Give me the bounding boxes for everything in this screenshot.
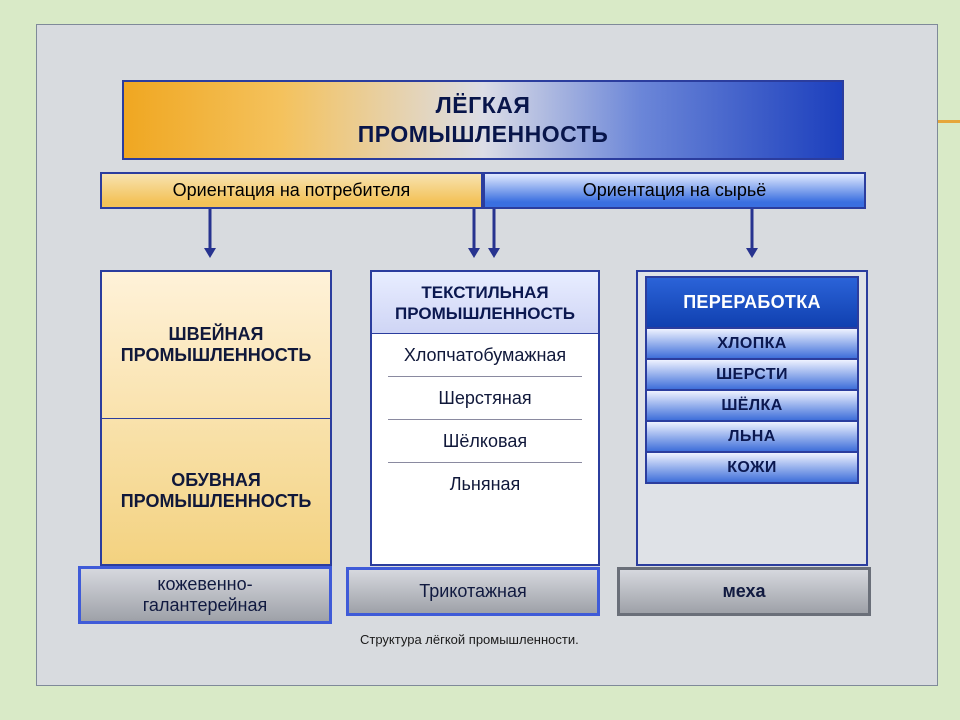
title-text: ЛЁГКАЯ ПРОМЫШЛЕННОСТЬ	[358, 91, 608, 149]
column-right-header: ПЕРЕРАБОТКА	[647, 278, 857, 327]
column-left-item-label: ОБУВНАЯ ПРОМЫШЛЕННОСТЬ	[110, 470, 322, 512]
title-box: ЛЁГКАЯ ПРОМЫШЛЕННОСТЬ	[122, 80, 844, 160]
orientation-consumer-label: Ориентация на потребителя	[173, 180, 411, 201]
footer-left-l2: галантерейная	[143, 595, 267, 615]
column-right-row: ШЕРСТИ	[647, 358, 857, 389]
orientation-raw-label: Ориентация на сырьё	[583, 180, 766, 201]
footer-box-right: меха	[617, 567, 871, 616]
column-middle: ТЕКСТИЛЬНАЯ ПРОМЫШЛЕННОСТЬ Хлопчатобумаж…	[370, 270, 600, 566]
column-middle-header-l2: ПРОМЫШЛЕННОСТЬ	[395, 304, 575, 323]
column-middle-row: Хлопчатобумажная	[388, 334, 582, 377]
column-middle-header-l1: ТЕКСТИЛЬНАЯ	[421, 283, 548, 302]
column-right-row: ХЛОПКА	[647, 327, 857, 358]
footer-left-l1: кожевенно-	[157, 574, 252, 594]
orientation-raw-box: Ориентация на сырьё	[483, 172, 866, 209]
footer-middle-label: Трикотажная	[419, 581, 527, 602]
footer-box-middle: Трикотажная	[346, 567, 600, 616]
footer-right-label: меха	[722, 581, 765, 602]
column-left: ШВЕЙНАЯ ПРОМЫШЛЕННОСТЬ ОБУВНАЯ ПРОМЫШЛЕН…	[100, 270, 332, 566]
footer-box-left: кожевенно- галантерейная	[78, 566, 332, 624]
column-right-row: ШЁЛКА	[647, 389, 857, 420]
title-line2: ПРОМЫШЛЕННОСТЬ	[358, 121, 608, 147]
column-middle-row: Шерстяная	[388, 377, 582, 420]
orientation-consumer-box: Ориентация на потребителя	[100, 172, 483, 209]
column-right-inner: ПЕРЕРАБОТКА ХЛОПКА ШЕРСТИ ШЁЛКА ЛЬНА КОЖ…	[645, 276, 859, 484]
stage: ЛЁГКАЯ ПРОМЫШЛЕННОСТЬ Ориентация на потр…	[0, 0, 960, 720]
column-middle-row: Льняная	[388, 463, 582, 509]
title-line1: ЛЁГКАЯ	[436, 92, 531, 118]
column-right-row: КОЖИ	[647, 451, 857, 482]
column-middle-header: ТЕКСТИЛЬНАЯ ПРОМЫШЛЕННОСТЬ	[372, 272, 598, 334]
diagram-caption: Структура лёгкой промышленности.	[360, 632, 579, 647]
column-right-row: ЛЬНА	[647, 420, 857, 451]
column-middle-row: Шёлковая	[388, 420, 582, 463]
column-left-item: ОБУВНАЯ ПРОМЫШЛЕННОСТЬ	[102, 418, 330, 565]
column-left-item-label: ШВЕЙНАЯ ПРОМЫШЛЕННОСТЬ	[110, 324, 322, 366]
footer-box-left-text: кожевенно- галантерейная	[143, 574, 267, 615]
column-left-item: ШВЕЙНАЯ ПРОМЫШЛЕННОСТЬ	[102, 272, 330, 418]
